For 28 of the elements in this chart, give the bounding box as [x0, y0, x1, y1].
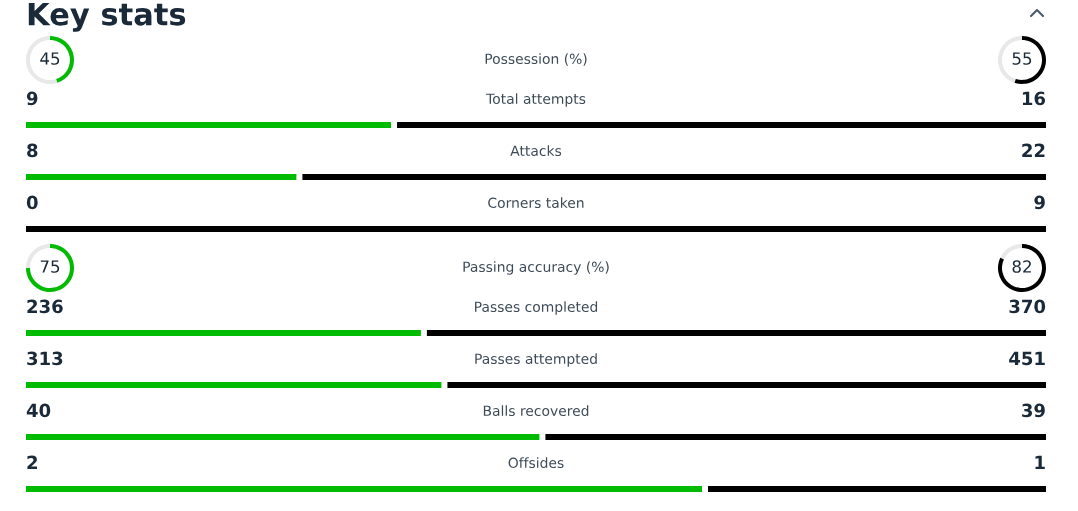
data-label: 8 [27, 143, 38, 158]
data-label: 370 [1009, 299, 1046, 314]
category-label: Passes attempted [475, 353, 597, 367]
data-label: 1 [1035, 455, 1045, 469]
category-label: Total attempts [486, 93, 586, 107]
data-label: 16 [1022, 91, 1046, 106]
data-label: 9 [26, 91, 38, 106]
data-label: 39 [1022, 403, 1045, 418]
category-label: Attacks [510, 145, 562, 157]
data-label: 82 [1012, 260, 1031, 273]
data-label: 75 [40, 260, 60, 273]
text: Key stats [28, 2, 186, 32]
data-label: 40 [26, 403, 51, 418]
category-label: Passing accuracy (%) [463, 261, 609, 275]
data-label: 2 [27, 455, 37, 469]
category-label: Possession (%) [485, 53, 587, 66]
data-label: 9 [1034, 195, 1045, 210]
category-label: Offsides [508, 457, 564, 469]
data-label: 0 [26, 195, 38, 210]
data-label: 22 [1022, 143, 1045, 157]
data-label: 55 [1012, 52, 1032, 65]
data-label: 313 [27, 351, 63, 366]
data-label: 45 [40, 52, 60, 65]
category-label: Balls recovered [483, 405, 589, 417]
category-label: Passes completed [475, 301, 598, 315]
category-label: Corners taken [488, 197, 584, 209]
data-label: 236 [27, 299, 63, 314]
data-label: 451 [1009, 351, 1045, 366]
